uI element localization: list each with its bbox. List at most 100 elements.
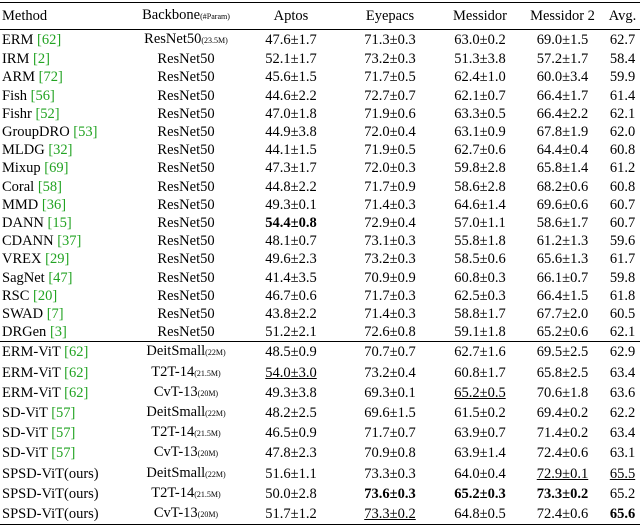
- score: 72.6±0.8: [364, 324, 416, 341]
- citation: [2]: [33, 51, 50, 68]
- table-row: DRGen [3] ResNet50 51.2±2.1 72.6±0.8 59.1±1.…: [0, 323, 640, 342]
- score: 70.9±0.8: [364, 445, 416, 462]
- backbone-cell: ResNet50: [130, 269, 242, 287]
- score-cell: 71.7±0.9: [340, 178, 440, 196]
- score: 59.6: [609, 233, 636, 250]
- score-cell: 66.4±1.5: [520, 287, 605, 305]
- score: 48.1±0.7: [265, 233, 317, 250]
- score: 62.4±1.0: [454, 69, 506, 86]
- score: 48.2±2.5: [265, 405, 317, 422]
- score: 67.7±2.0: [536, 306, 589, 323]
- score-cell: 64.6±1.4: [440, 196, 520, 214]
- score-cell: 72.6±0.8: [340, 323, 440, 342]
- score: 71.4±0.3: [364, 196, 416, 213]
- score-cell: 66.4±2.2: [520, 105, 605, 123]
- citation: [37]: [57, 233, 82, 250]
- method-name: SD-ViT: [2, 445, 48, 462]
- score: 55.8±1.8: [454, 233, 506, 250]
- score: 51.7±1.2: [265, 506, 317, 523]
- method-name: SD-ViT: [2, 425, 48, 442]
- score-cell: 49.3±0.1: [242, 196, 340, 214]
- backbone-cell: DeitSmall(22M): [130, 464, 242, 484]
- backbone-cell: ResNet50(23.5M): [130, 30, 242, 51]
- citation: [47]: [48, 269, 73, 286]
- score-cell: 52.1±1.7: [242, 50, 340, 68]
- method-cell: SagNet [47]: [0, 269, 130, 287]
- score-cell: 71.4±0.3: [340, 196, 440, 214]
- score-cell: 73.3±0.2: [340, 504, 440, 525]
- method-note: (ours): [63, 485, 99, 502]
- score: 41.4±3.5: [265, 269, 317, 286]
- score: 65.2±0.5: [454, 384, 506, 401]
- score-cell: 44.1±1.5: [242, 141, 340, 159]
- citation: [62]: [64, 344, 89, 361]
- method-cell: SD-ViT [57]: [0, 423, 130, 443]
- score: 59.8±2.8: [454, 160, 506, 177]
- score: 50.0±2.8: [265, 485, 317, 502]
- score: 44.1±1.5: [265, 142, 317, 159]
- score: 60.0±3.4: [536, 69, 589, 86]
- score-cell: 63.4: [605, 363, 640, 383]
- score-cell: 60.8±1.7: [440, 363, 520, 383]
- score-cell: 71.7±0.3: [340, 287, 440, 305]
- score-cell: 47.0±1.8: [242, 105, 340, 123]
- citation: [62]: [37, 32, 62, 48]
- method-note: (ours): [63, 506, 99, 523]
- method-cell: IRM [2]: [0, 50, 130, 68]
- table-row: SagNet [47] ResNet50 41.4±3.5 70.9±0.9 60.8±…: [0, 269, 640, 287]
- score: 44.9±3.8: [265, 124, 317, 141]
- citation: [32]: [48, 142, 73, 159]
- method-cell: Fish [56]: [0, 87, 130, 105]
- score: 59.8: [609, 269, 636, 286]
- score: 72.4±0.6: [536, 506, 589, 523]
- score-cell: 62.7±1.6: [440, 342, 520, 363]
- score: 71.7±0.5: [364, 69, 416, 86]
- score-cell: 62.9: [605, 342, 640, 363]
- score-cell: 45.6±1.5: [242, 68, 340, 86]
- column-header: Method: [0, 3, 130, 30]
- header-text: Backbone: [142, 7, 201, 23]
- score-cell: 62.7: [605, 30, 640, 51]
- table-row: ERM-ViT [62] DeitSmall(22M) 48.5±0.9 70.7±0…: [0, 341, 640, 363]
- backbone-name: CvT-13: [153, 444, 198, 461]
- score: 64.0±0.4: [454, 465, 506, 482]
- backbone-cell: ResNet50: [130, 305, 242, 323]
- table-row: SPSD-ViT(ours) DeitSmall(22M) 51.6±1.1 73.3…: [0, 464, 640, 484]
- score-cell: 60.0±3.4: [520, 68, 605, 86]
- backbone-cell: ResNet50: [130, 196, 242, 214]
- score: 63.4: [609, 364, 636, 381]
- score-cell: 59.6: [605, 232, 640, 250]
- score-cell: 62.4±1.0: [440, 68, 520, 86]
- score: 65.2±0.6: [536, 324, 589, 341]
- backbone-cell: ResNet50: [130, 68, 242, 86]
- score-cell: 50.0±2.8: [242, 484, 340, 504]
- score-cell: 71.9±0.5: [340, 141, 440, 159]
- score-cell: 44.6±2.2: [242, 87, 340, 105]
- score-cell: 46.5±0.9: [242, 423, 340, 443]
- score-cell: 49.6±2.3: [242, 250, 340, 268]
- param-count: (21.5M): [194, 489, 221, 499]
- backbone-cell: ResNet50: [130, 178, 242, 196]
- score-cell: 71.7±0.5: [340, 68, 440, 86]
- method-name: SPSD-ViT: [2, 506, 64, 523]
- score: 71.9±0.5: [364, 142, 416, 159]
- score: 61.4: [609, 87, 636, 104]
- score-cell: 47.3±1.7: [242, 159, 340, 177]
- method-name: SagNet: [2, 269, 45, 286]
- score: 58.6±1.7: [536, 215, 589, 232]
- table-row: RSC [20] ResNet50 46.7±0.6 71.7±0.3 62.5±0.3…: [0, 287, 640, 305]
- score-cell: 63.4: [605, 423, 640, 443]
- method-cell: ERM [62]: [0, 30, 130, 51]
- score-cell: 71.3±0.3: [340, 30, 440, 51]
- method-name: MLDG: [2, 142, 45, 159]
- backbone-cell: ResNet50: [130, 123, 242, 141]
- score: 73.2±0.4: [364, 364, 416, 381]
- score: 46.7±0.6: [265, 287, 317, 304]
- score: 66.4±1.5: [536, 287, 589, 304]
- score-cell: 66.1±0.7: [520, 269, 605, 287]
- table-row: MMD [36] ResNet50 49.3±0.1 71.4±0.3 64.6±1.4…: [0, 196, 640, 214]
- score: 61.2±1.3: [536, 233, 589, 250]
- method-name: MMD: [2, 196, 39, 213]
- score-cell: 49.3±3.8: [242, 383, 340, 403]
- score-cell: 63.6: [605, 383, 640, 403]
